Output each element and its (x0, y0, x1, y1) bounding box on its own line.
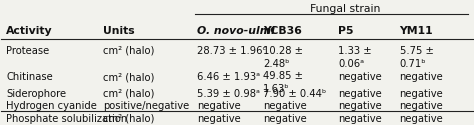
Text: 2.48ᵇ: 2.48ᵇ (263, 59, 290, 69)
Text: 5.39 ± 0.98ᵃ: 5.39 ± 0.98ᵃ (197, 89, 260, 99)
Text: cm² (halo): cm² (halo) (103, 46, 154, 56)
Text: negative: negative (338, 89, 382, 99)
Text: cm² (halo): cm² (halo) (103, 114, 154, 124)
Text: negative: negative (400, 101, 443, 111)
Text: negative: negative (400, 114, 443, 124)
Text: negative: negative (197, 101, 241, 111)
Text: 28.73 ± 1.96ᶜ: 28.73 ± 1.96ᶜ (197, 46, 266, 56)
Text: negative: negative (400, 72, 443, 82)
Text: Chitinase: Chitinase (6, 72, 53, 82)
Text: 7.90 ± 0.44ᵇ: 7.90 ± 0.44ᵇ (263, 89, 326, 99)
Text: O. novo-ulmi: O. novo-ulmi (197, 26, 275, 36)
Text: negative: negative (400, 89, 443, 99)
Text: 1.63ᵇ: 1.63ᵇ (263, 84, 290, 94)
Text: YCB36: YCB36 (263, 26, 302, 36)
Text: 10.28 ±: 10.28 ± (263, 46, 303, 56)
Text: negative: negative (338, 114, 382, 124)
Text: YM11: YM11 (400, 26, 433, 36)
Text: negative: negative (263, 114, 307, 124)
Text: cm² (halo): cm² (halo) (103, 72, 154, 82)
Text: 1.33 ±: 1.33 ± (338, 46, 372, 56)
Text: Siderophore: Siderophore (6, 89, 66, 99)
Text: 6.46 ± 1.93ᵃ: 6.46 ± 1.93ᵃ (197, 72, 260, 82)
Text: 0.06ᵃ: 0.06ᵃ (338, 59, 365, 69)
Text: positive/negative: positive/negative (103, 101, 189, 111)
Text: Units: Units (103, 26, 134, 36)
Text: Hydrogen cyanide: Hydrogen cyanide (6, 101, 97, 111)
Text: 0.71ᵇ: 0.71ᵇ (400, 59, 426, 69)
Text: 49.85 ±: 49.85 ± (263, 72, 303, 82)
Text: P5: P5 (338, 26, 354, 36)
Text: negative: negative (263, 101, 307, 111)
Text: Phosphate solubilization: Phosphate solubilization (6, 114, 128, 124)
Text: Protease: Protease (6, 46, 49, 56)
Text: cm² (halo): cm² (halo) (103, 89, 154, 99)
Text: Fungal strain: Fungal strain (310, 4, 381, 14)
Text: Activity: Activity (6, 26, 53, 36)
Text: negative: negative (338, 101, 382, 111)
Text: 5.75 ±: 5.75 ± (400, 46, 433, 56)
Text: negative: negative (338, 72, 382, 82)
Text: negative: negative (197, 114, 241, 124)
